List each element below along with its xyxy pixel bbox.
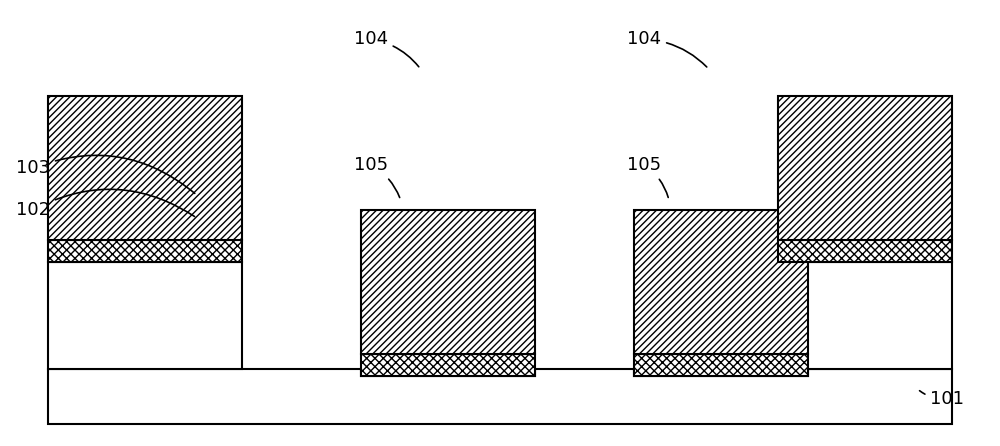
- Bar: [778, 240, 952, 262]
- Bar: [361, 210, 535, 354]
- Bar: [48, 369, 952, 424]
- Text: 104: 104: [354, 30, 419, 67]
- Bar: [361, 354, 535, 376]
- Text: 104: 104: [627, 30, 707, 67]
- Text: 105: 105: [354, 157, 400, 198]
- Bar: [361, 369, 535, 376]
- Bar: [778, 262, 952, 369]
- Text: 103: 103: [16, 155, 195, 194]
- Text: 105: 105: [627, 157, 668, 198]
- Text: 101: 101: [920, 390, 964, 408]
- Bar: [634, 210, 808, 354]
- Bar: [634, 354, 808, 376]
- Bar: [48, 96, 242, 240]
- Text: 102: 102: [16, 189, 195, 219]
- Bar: [48, 240, 242, 262]
- Bar: [48, 262, 242, 369]
- Bar: [634, 369, 808, 376]
- Bar: [778, 96, 952, 240]
